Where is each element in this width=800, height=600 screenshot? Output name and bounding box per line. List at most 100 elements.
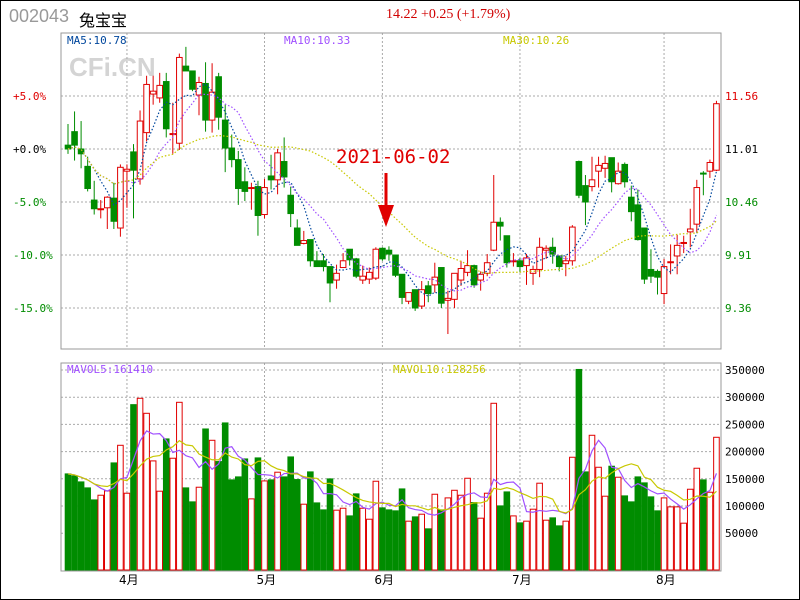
volume-bar [569,456,576,571]
legend-ma5: MA5:10.78 [67,34,127,47]
candle [228,134,236,168]
candle [254,180,262,236]
candle [97,200,105,219]
volume-bar [333,509,340,571]
candle-body [608,157,615,183]
candle [149,75,157,105]
candle-body [424,285,432,295]
candle-body [385,249,393,255]
candle [686,208,694,248]
candle-body [117,166,124,229]
candle-body [654,270,661,278]
candle-body [254,186,262,216]
candle [510,253,517,267]
candle [444,290,452,335]
volume-bar [307,471,314,571]
candle-body [215,76,222,118]
volume-axis-label: 300000 [725,391,765,404]
candles [64,46,720,335]
price-axis-label: 9.91 [725,249,752,262]
volume-axis-label: 350000 [725,364,765,377]
candle [497,217,504,241]
candle-body [575,161,583,196]
candle [588,156,596,192]
candle-body [333,272,340,281]
candle-body [169,133,177,136]
candle [424,281,432,303]
candle-body [202,82,209,121]
volume-bar [575,368,583,571]
volume-bar [582,471,589,571]
candle-body [208,91,216,121]
volume-bar [117,444,124,571]
candle [123,164,131,208]
candle [300,230,308,245]
volume-bar [713,436,720,571]
volume-bar [608,465,615,571]
arrow-down-icon [378,173,394,227]
volume-bar [398,488,406,571]
volume-bar [228,479,236,571]
candle-body [71,131,78,146]
candle-body [542,247,550,251]
candle [156,72,163,103]
candle-body [274,152,281,181]
candle [575,160,583,199]
candle-body [149,90,157,95]
volume-bar [379,507,386,571]
candle [542,245,550,259]
candle-body [647,268,655,277]
candle [176,53,183,150]
pct-axis-label: +5.0% [13,90,46,103]
candle-body [110,197,118,222]
candle [372,247,380,281]
candle [130,144,137,219]
pct-axis-label: -5.0% [13,196,46,209]
volume-bar [84,487,91,571]
volume-bar [457,494,465,571]
volume-bar [444,497,452,571]
candle-body [497,221,504,227]
volume-bar [366,518,373,571]
candle [379,247,386,261]
volume-bar [654,510,661,571]
volume-bar [182,487,190,571]
candle-body [477,273,484,281]
legend-mavol10: MAVOL10:128256 [393,363,486,376]
volume-bar [529,508,537,571]
candle-body [261,187,268,216]
volume-bar [693,467,701,571]
volume-bar [195,486,203,571]
candle-body [280,161,288,178]
volume-bar [601,495,609,571]
volume-bar [71,475,78,571]
candle-body [660,266,668,295]
candle-body [510,260,517,263]
price-axis-label: 10.46 [725,196,758,209]
volume-bar [169,457,177,571]
candle-body [680,241,688,244]
candle-body [90,199,98,210]
candle [287,186,294,228]
candle-body [293,227,301,246]
candle [523,254,530,285]
candle-body [372,248,380,279]
candle [162,72,170,138]
volume-bar [405,520,412,571]
candle-body [621,163,629,183]
candle [562,255,570,277]
price-quote: 14.22 +0.25 (+1.79%) [386,7,511,22]
volume-bar [359,507,367,571]
volume-bar [143,412,150,571]
candle-body [352,258,360,277]
candle [293,219,301,246]
candle [569,225,576,266]
candle [641,227,648,284]
volume-bar [418,513,425,571]
volume-bar [451,489,458,571]
volume-bar [634,476,642,571]
candle [536,237,543,278]
candle-body [457,267,465,281]
candle-body [379,247,386,260]
